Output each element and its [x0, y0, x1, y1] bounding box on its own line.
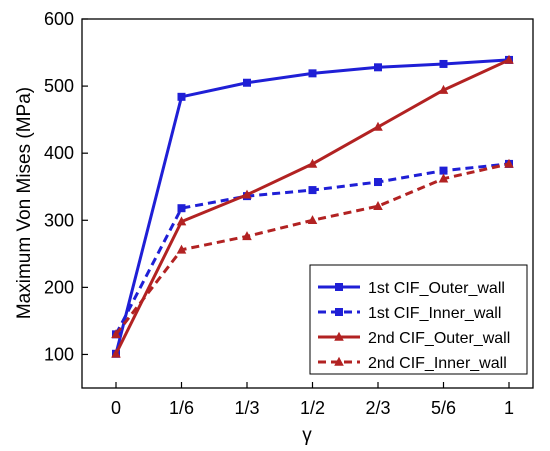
data-point	[374, 178, 382, 187]
legend-label: 1st CIF_Outer_wall	[368, 280, 505, 297]
x-tick-label: 1	[504, 398, 514, 418]
x-tick-label: 1/2	[300, 398, 325, 418]
x-axis-title: γ	[302, 425, 312, 446]
x-tick-label: 1/6	[169, 398, 194, 418]
legend-marker	[334, 356, 344, 366]
y-tick-label: 200	[44, 277, 74, 297]
data-point	[438, 173, 449, 183]
data-point	[176, 216, 187, 226]
x-tick-label: 1/3	[234, 398, 259, 418]
data-point	[111, 348, 121, 358]
legend-label: 2nd CIF_Inner_wall	[368, 355, 507, 372]
data-point	[373, 121, 383, 131]
y-tick-label: 500	[44, 76, 74, 96]
x-axis: 0 1/6 1/3 1/2 2/3 5/6 1	[111, 382, 514, 418]
y-axis: 100 200 300 400 500 600	[44, 9, 88, 364]
x-tick-label: 2/3	[365, 398, 390, 418]
x-tick-label: 5/6	[431, 398, 456, 418]
y-tick-label: 600	[44, 9, 74, 29]
y-axis-title: Maximum Von Mises (MPa)	[14, 87, 35, 319]
legend-marker	[335, 308, 343, 316]
y-tick-label: 100	[44, 344, 74, 364]
data-point	[177, 92, 186, 101]
data-point	[242, 231, 252, 241]
data-point	[307, 215, 318, 225]
data-point	[111, 329, 121, 339]
data-point	[439, 166, 448, 175]
data-point	[438, 84, 449, 94]
series-layer	[111, 54, 514, 358]
data-point	[374, 63, 382, 72]
series-3	[111, 54, 514, 358]
data-point	[504, 158, 514, 168]
data-point	[308, 186, 317, 195]
plot-frame	[81, 18, 534, 389]
data-point	[373, 200, 383, 210]
y-tick-label: 400	[44, 143, 74, 163]
data-point	[307, 158, 318, 168]
legend-box	[309, 264, 528, 375]
y-tick-label: 300	[44, 210, 74, 230]
data-point	[177, 204, 186, 213]
x-tick-label: 0	[111, 398, 121, 418]
legend-marker	[334, 331, 344, 341]
data-point	[242, 189, 252, 199]
data-point	[243, 78, 251, 87]
data-point	[308, 69, 317, 78]
data-point	[439, 59, 448, 68]
data-point	[176, 244, 187, 254]
legend-marker	[335, 283, 343, 291]
legend-label: 1st CIF_Inner_wall	[368, 305, 501, 322]
legend: 1st CIF_Outer_wall 1st CIF_Inner_wall 2nd …	[309, 264, 528, 375]
series-4	[111, 158, 514, 339]
data-point	[504, 54, 514, 64]
legend-label: 2nd CIF_Outer_wall	[368, 330, 510, 347]
